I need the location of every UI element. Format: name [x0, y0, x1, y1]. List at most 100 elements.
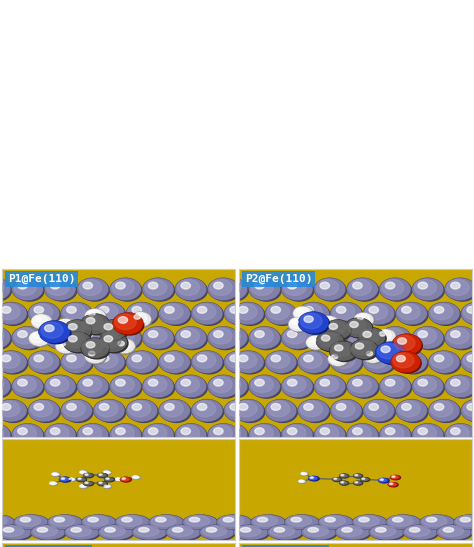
Circle shape	[202, 304, 224, 320]
Circle shape	[360, 329, 386, 348]
Circle shape	[361, 478, 367, 480]
Circle shape	[149, 515, 184, 529]
Circle shape	[383, 426, 411, 447]
Circle shape	[288, 516, 320, 530]
Circle shape	[211, 377, 240, 398]
Circle shape	[271, 404, 281, 410]
Circle shape	[271, 306, 281, 313]
Circle shape	[356, 314, 374, 328]
Circle shape	[61, 302, 92, 325]
Circle shape	[418, 428, 428, 435]
Circle shape	[200, 525, 235, 540]
Circle shape	[61, 351, 92, 374]
Circle shape	[162, 353, 191, 374]
Circle shape	[100, 333, 121, 348]
Circle shape	[112, 425, 134, 441]
Circle shape	[365, 401, 388, 417]
Circle shape	[146, 329, 174, 350]
Circle shape	[210, 280, 232, 295]
Circle shape	[271, 355, 281, 362]
Circle shape	[230, 306, 239, 313]
Circle shape	[399, 353, 428, 374]
Circle shape	[185, 516, 210, 526]
Circle shape	[396, 302, 428, 325]
Circle shape	[318, 333, 338, 347]
Circle shape	[428, 399, 460, 422]
Circle shape	[145, 425, 167, 441]
Circle shape	[249, 278, 281, 301]
Circle shape	[206, 306, 215, 313]
Circle shape	[389, 482, 396, 486]
Circle shape	[253, 516, 278, 526]
Circle shape	[357, 328, 385, 347]
Circle shape	[224, 351, 255, 374]
Circle shape	[244, 426, 273, 447]
Circle shape	[100, 355, 109, 362]
Circle shape	[59, 321, 65, 326]
Circle shape	[460, 517, 471, 522]
Circle shape	[85, 474, 88, 475]
Circle shape	[288, 317, 309, 331]
Circle shape	[113, 426, 142, 447]
Circle shape	[47, 515, 82, 529]
Circle shape	[230, 404, 239, 410]
Circle shape	[34, 306, 44, 313]
Circle shape	[116, 282, 125, 289]
Circle shape	[431, 352, 453, 368]
Circle shape	[175, 423, 207, 446]
Circle shape	[166, 525, 201, 540]
Circle shape	[115, 478, 123, 481]
Circle shape	[132, 313, 146, 324]
Circle shape	[64, 401, 93, 422]
Circle shape	[448, 377, 474, 398]
Circle shape	[106, 478, 109, 479]
Circle shape	[304, 355, 313, 362]
Circle shape	[14, 328, 36, 344]
Circle shape	[116, 428, 125, 435]
Circle shape	[112, 280, 134, 295]
Circle shape	[69, 478, 71, 479]
Circle shape	[365, 304, 388, 320]
Circle shape	[206, 404, 215, 410]
Circle shape	[324, 319, 352, 340]
Circle shape	[345, 318, 373, 338]
Circle shape	[15, 280, 44, 301]
Circle shape	[50, 482, 57, 485]
Circle shape	[177, 328, 200, 344]
Circle shape	[317, 329, 346, 350]
Circle shape	[222, 379, 232, 386]
Circle shape	[434, 306, 444, 313]
Circle shape	[187, 280, 216, 301]
Circle shape	[97, 353, 126, 374]
Circle shape	[445, 278, 474, 301]
Circle shape	[314, 423, 346, 446]
Circle shape	[355, 475, 358, 476]
Circle shape	[463, 304, 474, 320]
Circle shape	[363, 399, 395, 422]
Circle shape	[47, 377, 77, 398]
Circle shape	[418, 282, 428, 289]
Circle shape	[352, 341, 372, 355]
Circle shape	[346, 375, 378, 398]
Circle shape	[33, 526, 57, 537]
Circle shape	[333, 478, 342, 481]
Circle shape	[47, 425, 69, 441]
Circle shape	[437, 525, 472, 540]
Circle shape	[187, 426, 216, 447]
Circle shape	[456, 516, 474, 526]
Circle shape	[50, 516, 74, 526]
Circle shape	[249, 327, 281, 349]
Circle shape	[335, 525, 370, 540]
Circle shape	[98, 482, 108, 486]
Circle shape	[330, 399, 362, 422]
Circle shape	[369, 355, 379, 362]
Circle shape	[109, 375, 141, 398]
Circle shape	[243, 425, 265, 441]
Circle shape	[12, 327, 44, 349]
Circle shape	[220, 516, 253, 530]
Circle shape	[98, 481, 105, 485]
Circle shape	[181, 282, 191, 289]
Circle shape	[301, 401, 330, 422]
Circle shape	[378, 344, 407, 364]
Circle shape	[308, 527, 319, 532]
